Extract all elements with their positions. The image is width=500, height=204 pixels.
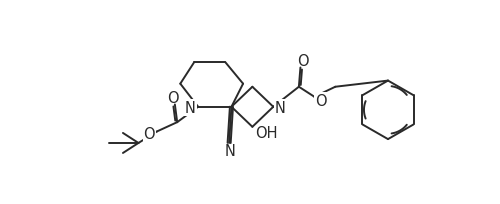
Text: OH: OH [255,126,278,141]
Text: N: N [275,101,285,115]
Text: N: N [185,101,196,115]
Text: O: O [168,91,179,105]
Text: O: O [144,127,155,142]
Text: O: O [315,94,326,109]
Text: N: N [224,143,235,158]
Text: O: O [297,54,308,69]
